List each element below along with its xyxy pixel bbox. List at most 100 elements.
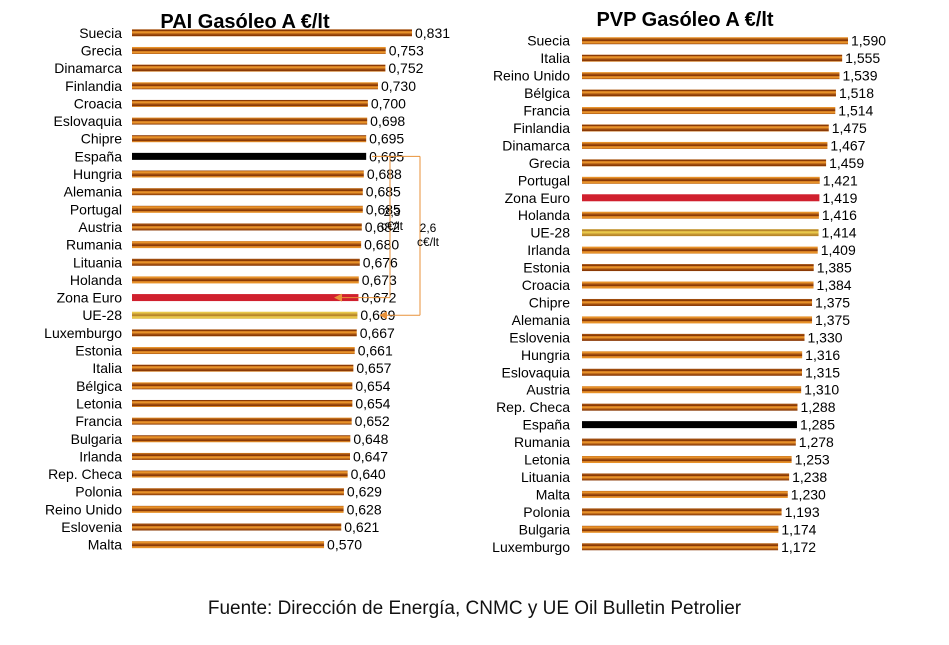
- bar: [582, 54, 843, 62]
- value-label: 1,518: [839, 85, 874, 101]
- category-label: Rep. Checa: [48, 466, 122, 482]
- bar: [582, 298, 813, 306]
- category-label: Eslovenia: [61, 519, 122, 535]
- bar: [582, 386, 802, 394]
- bar: [132, 523, 342, 531]
- value-label: 0,831: [415, 25, 450, 41]
- category-label: Holanda: [70, 272, 122, 288]
- value-label: 1,409: [821, 242, 856, 258]
- value-label: 0,661: [358, 343, 393, 359]
- category-label: Irlanda: [527, 242, 570, 258]
- bar: [582, 194, 820, 202]
- bar: [132, 170, 364, 178]
- category-label: UE-28: [82, 307, 122, 323]
- bar: [582, 229, 819, 237]
- category-label: Hungria: [73, 166, 122, 182]
- bar: [582, 508, 782, 516]
- value-label: 1,315: [805, 364, 840, 380]
- bar: [582, 351, 803, 359]
- value-label: 1,475: [832, 120, 867, 136]
- value-label: 0,629: [347, 484, 382, 500]
- category-label: Chipre: [529, 294, 570, 310]
- value-label: 0,654: [355, 378, 390, 394]
- value-label: 1,514: [838, 103, 873, 119]
- value-label: 1,288: [800, 399, 835, 415]
- value-label: 1,174: [781, 521, 816, 537]
- category-label: Austria: [78, 219, 122, 235]
- category-label: Polonia: [75, 484, 122, 500]
- bar: [132, 64, 386, 72]
- category-label: Chipre: [81, 131, 122, 147]
- bar: [132, 452, 351, 460]
- bar: [582, 525, 779, 533]
- value-label: 1,230: [791, 486, 826, 502]
- bar: [582, 159, 827, 167]
- category-label: Reino Unido: [493, 68, 570, 84]
- value-label: 0,682: [365, 219, 400, 235]
- category-label: Suecia: [527, 33, 570, 49]
- value-label: 1,385: [817, 260, 852, 276]
- category-label: Zona Euro: [505, 190, 571, 206]
- bar: [582, 264, 814, 272]
- value-label: 1,555: [845, 50, 880, 66]
- value-label: 0,628: [347, 501, 382, 517]
- category-label: Reino Unido: [45, 501, 122, 517]
- value-label: 1,459: [829, 155, 864, 171]
- bar: [582, 421, 797, 429]
- category-label: Bélgica: [76, 378, 122, 394]
- category-label: Eslovaquia: [54, 113, 123, 129]
- bar: [132, 488, 344, 496]
- value-label: 0,621: [344, 519, 379, 535]
- category-label: Dinamarca: [54, 60, 122, 76]
- category-label: Polonia: [523, 504, 570, 520]
- value-label: 1,590: [851, 33, 886, 49]
- category-label: España: [75, 148, 123, 164]
- value-label: 1,330: [808, 329, 843, 345]
- bar: [132, 382, 353, 390]
- diff-eurozone-label: 2,3 c€/lt: [381, 205, 404, 233]
- category-label: Grecia: [529, 155, 570, 171]
- bar: [582, 89, 836, 97]
- bar: [132, 188, 363, 196]
- value-label: 0,695: [369, 131, 404, 147]
- value-label: 1,375: [815, 294, 850, 310]
- value-label: 1,384: [817, 277, 852, 293]
- bar: [582, 107, 836, 115]
- bar: [132, 505, 344, 513]
- bar: [582, 543, 779, 551]
- bar: [582, 211, 819, 219]
- category-label: Eslovenia: [509, 329, 570, 345]
- difference-annotations: 2,3 c€/lt 2,6 c€/lt: [334, 155, 440, 320]
- category-label: Estonia: [523, 260, 570, 276]
- category-label: Austria: [526, 382, 570, 398]
- value-label: 0,685: [366, 201, 401, 217]
- value-label: 0,730: [381, 78, 416, 94]
- category-label: Zona Euro: [57, 290, 123, 306]
- bar: [582, 368, 802, 376]
- bar: [132, 258, 360, 266]
- bar: [132, 329, 357, 337]
- category-label: Grecia: [81, 42, 122, 58]
- category-label: Hungria: [521, 347, 570, 363]
- value-label: 1,278: [799, 434, 834, 450]
- category-label: Estonia: [75, 343, 122, 359]
- value-label: 0,673: [362, 272, 397, 288]
- value-label: 1,285: [800, 417, 835, 433]
- bar: [132, 435, 351, 443]
- value-label: 1,419: [822, 190, 857, 206]
- category-label: Malta: [88, 537, 122, 553]
- value-label: 0,652: [355, 413, 390, 429]
- category-label: Luxemburgo: [44, 325, 122, 341]
- category-label: Portugal: [70, 201, 122, 217]
- value-label: 1,414: [822, 225, 857, 241]
- category-label: Finlandia: [513, 120, 570, 136]
- value-label: 0,676: [363, 254, 398, 270]
- bar: [132, 46, 386, 54]
- chart-title: PAI Gasóleo A €/lt: [160, 11, 330, 33]
- bar: [132, 541, 325, 549]
- value-label: 1,253: [795, 452, 830, 468]
- bar: [132, 152, 367, 160]
- bar: [132, 223, 362, 231]
- category-label: Alemania: [64, 184, 123, 200]
- bar: [582, 246, 818, 254]
